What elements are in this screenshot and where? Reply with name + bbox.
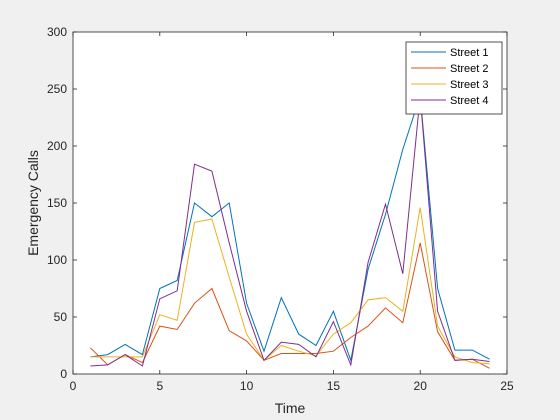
- series-line-4: [90, 95, 490, 367]
- y-axis-label: Emergency Calls: [25, 150, 41, 256]
- y-tick-label: 100: [47, 253, 67, 267]
- x-tick-label: 5: [156, 379, 163, 393]
- legend-label: Street 4: [450, 95, 489, 107]
- x-tick-label: 0: [70, 379, 77, 393]
- series-line-2: [90, 242, 490, 369]
- legend-label: Street 2: [450, 63, 489, 75]
- series-layer: [90, 95, 490, 369]
- legend-label: Street 3: [450, 79, 489, 91]
- x-tick-label: 15: [327, 379, 341, 393]
- y-tick-label: 200: [47, 139, 67, 153]
- legend-box: [405, 41, 503, 115]
- x-tick-label: 20: [414, 379, 428, 393]
- x-tick-label: 25: [500, 379, 514, 393]
- y-tick-label: 50: [54, 310, 68, 324]
- y-tick-label: 250: [47, 82, 67, 96]
- x-tick-label: 10: [240, 379, 254, 393]
- y-tick-label: 150: [47, 196, 67, 210]
- x-axis-label: Time: [275, 400, 306, 416]
- y-tick-label: 300: [47, 25, 67, 39]
- series-line-3: [90, 207, 490, 365]
- legend: Street 1 Street 2 Street 3 Street 4: [405, 41, 503, 115]
- legend-label: Street 1: [450, 47, 489, 59]
- y-tick-label: 0: [60, 367, 67, 381]
